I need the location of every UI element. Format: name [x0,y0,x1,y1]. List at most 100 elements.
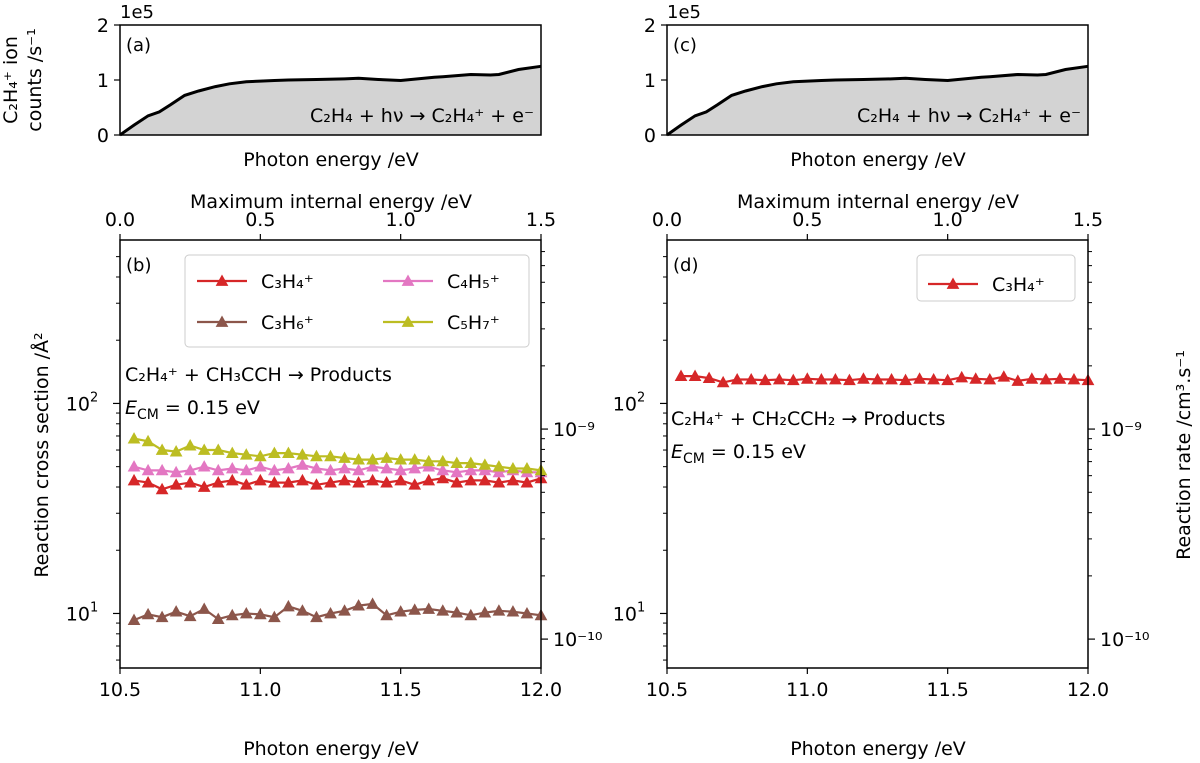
pb-series-1-point [141,607,155,620]
pb-series-2-point [141,463,155,476]
pd-series-0-point [871,372,884,385]
pb-legend-label-2: C₄H₅⁺ [447,271,500,293]
panel-b-x-label: Photon energy /eV [243,738,419,760]
pb-top-x-tick-label: 0.0 [105,209,135,231]
pa-y-tick-label: 0 [97,125,109,147]
pb-series-1-point [408,603,422,615]
pb-series-0-point [324,476,337,488]
pb-series-3-point [211,443,225,455]
pb-series-1-point [211,612,225,625]
pb-series-1-point [239,606,253,619]
pb-series-0-point [253,473,267,486]
panel-a-exponent: 1e5 [120,2,154,23]
panel-a-ion-count-line [119,64,542,137]
pb-legend-marker-2 [401,274,415,286]
panel-d-y-label: Reaction rate /cm³.s⁻¹ [1173,350,1195,560]
pb-series-2-point [211,463,225,476]
pb-series-3-point [408,453,422,465]
pd-series-0-point [772,372,786,385]
pb-series-2-point [155,463,169,476]
pa-y-tick-label: 2 [97,15,109,37]
pb-legend-marker-0 [215,274,229,286]
panel-d-top-x-ticks: 0.0 0.5 1.0 1.5 [652,209,1103,240]
pb-x-tick-label: 11.0 [239,679,281,701]
pc-y-tick-label: 0 [644,125,656,147]
panel-a-label: (a) [126,35,151,56]
pb-series-2-point [296,458,309,470]
pb-series-2-point [464,463,478,476]
pd-series-0-point [941,373,955,386]
panel-b-legend-box [184,254,530,348]
panel-b-right-y-ticks: 10⁻⁹ 10⁻¹⁰ [541,251,602,651]
pd-series-0-point [997,370,1011,382]
pd-series-0-point [899,373,912,386]
pd-series-0-point [786,373,800,386]
pb-series-1-point [282,599,295,612]
pb-series-2-point [338,461,351,474]
pb-series-1-point [253,607,267,620]
pb-series-1-point [478,606,492,618]
pb-y-tick-label: 101 [66,600,98,625]
pb-top-x-tick-label: 1.5 [526,209,556,231]
pb-series-3-point [464,456,478,468]
pb-series-1-point [324,606,337,619]
pb-series-2-point [324,463,337,476]
pb-series-1-point [492,604,506,616]
pb-series-3-point [450,456,464,468]
pb-series-3-point [127,432,141,444]
panel-a-y-ticks: 0 1 2 [97,15,120,147]
panel-d-top-x-label: Maximum internal energy /eV [737,191,1019,213]
panel-b-ecm-annotation: ECM = 0.15 eV [125,397,260,423]
pb-series-1-point [310,610,323,623]
pd-top-x-tick-label: 0.0 [652,209,682,231]
pb-series-1-point [352,599,365,611]
pd-series-0-point [983,372,997,385]
pb-top-x-tick-label: 1.0 [386,209,416,231]
panel-a-y-label-line2: counts /s⁻¹ [24,28,46,132]
panel-d-legend: C₃H₄⁺ [916,254,1076,302]
pd-series-0-point [1039,372,1053,385]
pb-series-3-point [183,439,197,451]
pb-series-2-point [366,460,379,472]
panel-b-frame [119,239,542,669]
pd-series-0-point [702,371,716,384]
panel-d-x-ticks: 10.5 11.0 11.5 12.0 [646,668,1109,701]
pd-series-0-point [1011,374,1025,386]
pb-series-3-point [225,446,239,459]
panel-b-y-label: Reaction cross section /Å² [30,332,53,577]
pb-series-3-point [492,460,506,472]
pb-series-3-point [197,443,211,455]
pd-top-x-tick-label: 0.5 [792,209,822,231]
pb-series-1-point [197,602,211,614]
panel-d: 10.5 11.0 11.5 12.0 0.0 0.5 1.0 1.5 101 102 10⁻… [613,191,1195,760]
panel-c-y-ticks: 0 1 2 [644,15,667,147]
pb-series-2-point [225,461,239,474]
panel-d-frame [666,239,1089,669]
panel-c: 0 1 2 (c) 1e5 C₂H₄ + hν → C₂H₄⁺ + e⁻ Photo… [644,2,1089,171]
pb-right-y-tick-label: 10⁻¹⁰ [553,629,602,651]
pb-series-0-point [338,473,351,486]
pb-series-3-point [394,453,408,465]
pb-series-0-point [506,473,520,486]
pb-series-2-point [239,463,253,476]
pb-series-3-point [436,454,450,467]
pb-series-0-point [436,471,450,484]
panel-d-right-y-ticks: 10⁻⁹ 10⁻¹⁰ [1088,251,1149,651]
pb-series-2-point [197,460,211,472]
pb-series-3-point [282,446,295,459]
pb-series-3-point [169,445,183,457]
pb-series-0-point [155,482,169,495]
pc-y-tick-label: 1 [644,70,656,92]
pb-series-0-point [211,476,225,488]
pb-legend-marker-1 [215,315,229,327]
pb-series-0-point [296,473,309,486]
pb-series-3-point [338,451,351,463]
pb-series-3-point [253,449,267,462]
pb-series-2-point [492,465,506,478]
pb-series-1-point [268,610,281,623]
pd-x-tick-label: 12.0 [1067,679,1109,701]
panel-c-ion-count-line [666,64,1089,137]
panel-a-x-label: Photon energy /eV [243,149,419,171]
pd-y-tick-label: 102 [613,390,645,415]
pb-series-1-point [506,605,520,617]
